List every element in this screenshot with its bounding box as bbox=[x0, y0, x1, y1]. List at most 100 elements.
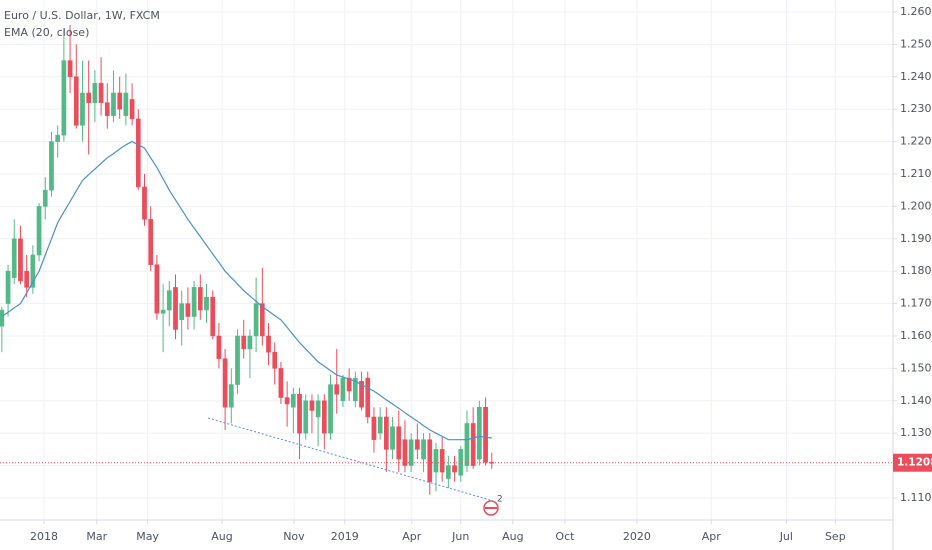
y-tick-label: 1.26000 bbox=[900, 5, 932, 18]
candle-body bbox=[86, 92, 92, 103]
candle-body bbox=[315, 400, 321, 418]
x-tick-label: Aug bbox=[211, 530, 232, 543]
candle-body bbox=[210, 296, 216, 337]
candle-body bbox=[98, 83, 104, 103]
x-tick-label: Jun bbox=[451, 530, 469, 543]
candle-body bbox=[173, 287, 178, 330]
candle-body bbox=[297, 394, 302, 434]
candle-body bbox=[197, 287, 203, 311]
chart-title: Euro / U.S. Dollar, 1W, FXCM bbox=[4, 9, 160, 22]
candle-body bbox=[439, 449, 445, 473]
y-tick-label: 1.11000 bbox=[900, 491, 932, 504]
candle-body bbox=[61, 60, 67, 136]
candle-body bbox=[290, 394, 296, 408]
candle-body bbox=[278, 368, 284, 398]
candle-body bbox=[154, 264, 160, 314]
candle-body bbox=[340, 377, 346, 402]
candle-body bbox=[30, 254, 36, 288]
candle-body bbox=[5, 270, 11, 304]
candle-body bbox=[24, 270, 30, 288]
candle-body bbox=[241, 335, 247, 350]
last-price-box bbox=[893, 453, 932, 472]
candle-body bbox=[352, 377, 358, 402]
candle-body bbox=[235, 335, 240, 385]
candle-body bbox=[104, 102, 110, 116]
y-tick-label: 1.23000 bbox=[900, 102, 932, 115]
ema-line bbox=[1, 140, 492, 441]
y-tick-label: 1.24000 bbox=[900, 70, 932, 83]
candle-body bbox=[11, 238, 17, 278]
candle-body bbox=[148, 219, 154, 265]
candle-body bbox=[204, 296, 209, 311]
candle-body bbox=[247, 335, 253, 350]
candle-body bbox=[334, 384, 340, 395]
candle-body bbox=[73, 76, 79, 126]
candle-body bbox=[55, 134, 61, 142]
candle-body bbox=[365, 377, 371, 418]
candle-body bbox=[328, 384, 333, 434]
candle-body bbox=[266, 335, 271, 353]
candle-body bbox=[228, 384, 234, 408]
y-tick-label: 1.21000 bbox=[900, 167, 932, 180]
candle-body bbox=[67, 60, 73, 78]
candle-body bbox=[309, 400, 315, 411]
candle-body bbox=[359, 381, 364, 408]
candle-body bbox=[160, 309, 166, 314]
candle-body bbox=[185, 303, 191, 317]
candle-body bbox=[489, 462, 495, 464]
y-tick-label: 1.16000 bbox=[900, 329, 932, 342]
x-tick-label: Aug bbox=[502, 530, 523, 543]
candle-body bbox=[402, 439, 408, 466]
x-tick-label: Sep bbox=[825, 530, 846, 543]
y-tick-label: 1.25000 bbox=[900, 37, 932, 50]
candle-body bbox=[166, 290, 172, 311]
candle-body bbox=[346, 377, 352, 392]
y-tick-label: 1.15000 bbox=[900, 361, 932, 374]
candle-body bbox=[377, 416, 383, 434]
x-tick-label: 2019 bbox=[331, 530, 359, 543]
y-tick-label: 1.18000 bbox=[900, 264, 932, 277]
y-tick-label: 1.13000 bbox=[900, 426, 932, 439]
y-tick-label: 1.17000 bbox=[900, 297, 932, 310]
x-tick-label: Oct bbox=[555, 530, 575, 543]
candle-body bbox=[383, 416, 389, 450]
legend-entry: EMA (20, close) bbox=[4, 26, 89, 39]
candle-body bbox=[49, 141, 54, 191]
candle-body bbox=[80, 92, 85, 126]
candle-body bbox=[321, 400, 327, 434]
x-tick-label: 2020 bbox=[623, 530, 651, 543]
x-tick-label: Mar bbox=[86, 530, 107, 543]
candle-body bbox=[129, 99, 135, 120]
candle-body bbox=[483, 407, 488, 463]
y-tick-label: 1.22000 bbox=[900, 135, 932, 148]
candle-body bbox=[92, 83, 98, 103]
candle-body bbox=[470, 423, 476, 466]
event-count: 2 bbox=[497, 495, 503, 505]
candle-body bbox=[36, 206, 42, 256]
x-tick-label: Nov bbox=[283, 530, 305, 543]
candle-body bbox=[390, 426, 395, 450]
candle-body bbox=[427, 439, 433, 483]
candle-body bbox=[452, 465, 457, 473]
candle-body bbox=[135, 118, 141, 188]
y-tick-label: 1.14000 bbox=[900, 394, 932, 407]
candle-body bbox=[446, 465, 451, 479]
candle-body bbox=[42, 189, 48, 207]
last-price-label: 1.12088 bbox=[897, 457, 932, 469]
candle-body bbox=[259, 303, 265, 337]
candle-body bbox=[0, 309, 5, 327]
x-tick-label: May bbox=[136, 530, 159, 543]
plot bbox=[0, 24, 893, 495]
candle-body bbox=[396, 426, 402, 460]
candle-body bbox=[142, 186, 147, 220]
candle-body bbox=[111, 92, 116, 116]
candle-body bbox=[477, 407, 482, 460]
candle-body bbox=[216, 335, 222, 359]
x-tick-label: Apr bbox=[702, 530, 722, 543]
candle-body bbox=[179, 303, 185, 321]
candle-body bbox=[18, 238, 23, 282]
candle-body bbox=[371, 416, 377, 440]
candle-body bbox=[464, 423, 470, 466]
